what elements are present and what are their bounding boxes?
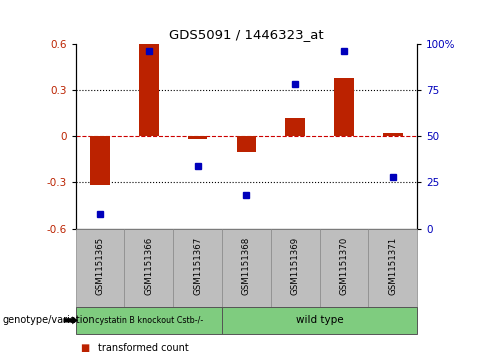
Bar bbox=[173, 229, 222, 307]
Bar bbox=[271, 229, 320, 307]
Bar bbox=[368, 229, 417, 307]
Bar bbox=[320, 229, 368, 307]
Text: GSM1151369: GSM1151369 bbox=[291, 237, 300, 295]
Text: cystatin B knockout Cstb-/-: cystatin B knockout Cstb-/- bbox=[95, 316, 203, 325]
Bar bbox=[188, 136, 207, 139]
Text: GSM1151368: GSM1151368 bbox=[242, 237, 251, 295]
Text: genotype/variation: genotype/variation bbox=[2, 315, 95, 325]
Bar bbox=[139, 44, 159, 136]
Bar bbox=[76, 229, 124, 307]
Bar bbox=[76, 307, 222, 334]
Bar bbox=[90, 136, 110, 185]
Bar bbox=[124, 229, 173, 307]
Text: ■: ■ bbox=[81, 343, 90, 354]
Text: GSM1151371: GSM1151371 bbox=[388, 237, 397, 295]
Title: GDS5091 / 1446323_at: GDS5091 / 1446323_at bbox=[169, 28, 324, 41]
Text: GSM1151370: GSM1151370 bbox=[340, 237, 348, 295]
Bar bbox=[237, 136, 256, 152]
Bar bbox=[222, 229, 271, 307]
Text: GSM1151366: GSM1151366 bbox=[144, 237, 153, 295]
Text: transformed count: transformed count bbox=[98, 343, 188, 354]
Text: GSM1151367: GSM1151367 bbox=[193, 237, 202, 295]
Text: wild type: wild type bbox=[296, 315, 344, 325]
Text: GSM1151365: GSM1151365 bbox=[96, 237, 104, 295]
Bar bbox=[222, 307, 417, 334]
Bar bbox=[383, 133, 403, 136]
Bar bbox=[285, 118, 305, 136]
Bar bbox=[334, 77, 354, 136]
